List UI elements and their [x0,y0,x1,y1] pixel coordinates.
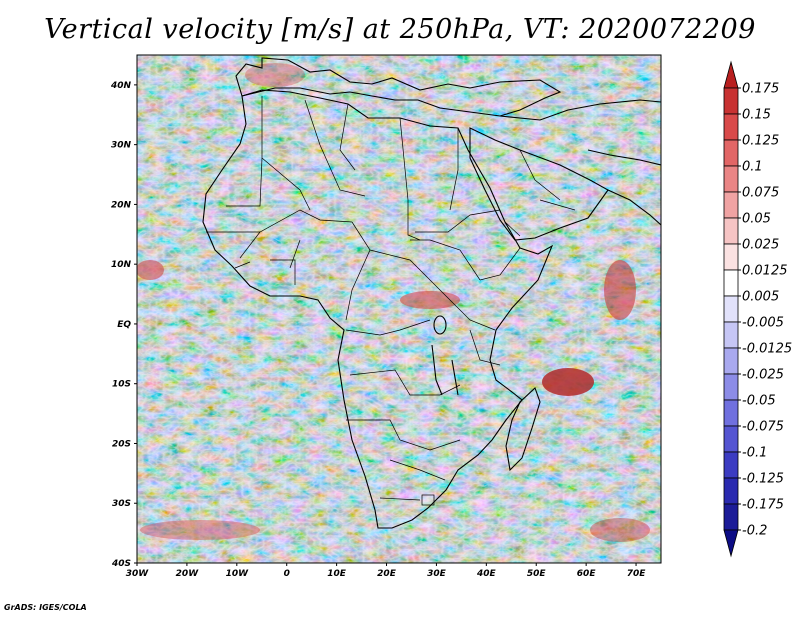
updraft-core [400,291,460,309]
colorbar-label: 0.15 [742,108,771,123]
coastlines [202,57,661,529]
lon-tick-label: 30W [126,569,150,579]
updraft-core [140,520,260,540]
colorbar-label: -0.125 [742,472,784,487]
colorbar-label: 0.1 [742,160,763,175]
colorbar-label: 0.175 [742,82,779,97]
colorbar-swatch [723,503,739,531]
borders [206,96,576,506]
colorbar-swatch [723,269,739,297]
plot-frame [136,54,662,564]
lat-tick-label: 10S [112,380,131,390]
colorbar-swatch [723,217,739,245]
colorbar-swatch [723,60,739,89]
lon-tick-label: 50E [527,569,547,579]
updraft-core [590,518,650,542]
lon-tick-label: 70E [627,569,647,579]
colorbar-label: 0.005 [742,290,779,305]
velocity-field [137,55,661,563]
lon-axis: 30W 20W 10W 0 10E 20E 30E 40E 50E 60E 70E [126,563,646,579]
lat-tick-label: 40S [111,559,131,569]
colorbar-label: -0.175 [742,498,784,513]
lon-tick-label: 10E [327,569,347,579]
lon-tick-label: 30E [427,569,447,579]
colorbar-swatch [723,165,739,193]
colorbar-label: -0.0125 [742,342,792,357]
colorbar-swatch [723,139,739,167]
colorbar-swatch [723,373,739,401]
lat-tick-label: 30N [111,141,132,151]
lon-tick-label: 10W [226,569,250,579]
colorbar-swatch [723,425,739,453]
colorbar-label: 0.125 [742,134,779,149]
colorbar-swatch [723,529,739,558]
updraft-core [137,260,164,280]
colorbar-label: -0.075 [742,420,784,435]
lon-tick-label: 40E [476,569,497,579]
colorbar-swatch [723,113,739,141]
lat-tick-label: 30S [112,499,131,509]
colorbar-label: -0.005 [742,316,784,331]
lon-tick-label: 0 [284,569,290,579]
lat-tick-label: 10N [111,260,132,270]
credit-label: GrADS: IGES/COLA [4,603,87,612]
colorbar-swatch [723,243,739,271]
lat-tick-label: 20N [111,200,132,210]
colorbar-swatch [723,399,739,427]
updraft-core [245,63,305,87]
updraft-core [604,260,636,320]
colorbar-label: 0.0125 [742,264,788,279]
updraft-core [542,368,594,396]
lat-tick-label: EQ [117,320,131,330]
colorbar-swatch [723,191,739,219]
colorbar-label: -0.025 [742,368,784,383]
colorbar: 0.175 0.15 0.125 0.1 0.075 0.05 0.025 0.0125 0.0… [723,60,792,558]
colorbar-swatch [723,321,739,349]
colorbar-label: 0.025 [742,238,779,253]
colorbar-label: -0.05 [742,394,776,409]
colorbar-swatch [723,451,739,479]
lat-tick-label: 20S [112,439,131,449]
colorbar-swatch [723,347,739,375]
lon-tick-label: 20W [176,569,200,579]
colorbar-label: 0.05 [742,212,771,227]
colorbar-swatch [723,87,739,115]
lat-tick-label: 40N [110,81,132,91]
colorbar-label: -0.2 [742,524,767,539]
colorbar-swatch [723,295,739,323]
lat-axis: 40N 30N 20N 10N EQ 10S 20S 30S 40S [110,81,137,569]
colorbar-swatch [723,477,739,505]
colorbar-label: -0.1 [742,446,767,461]
chart-title: Vertical velocity [m/s] at 250hPa, VT: 2… [44,14,756,45]
lon-tick-label: 20E [377,569,397,579]
colorbar-label: 0.075 [742,186,779,201]
lon-tick-label: 60E [577,569,597,579]
